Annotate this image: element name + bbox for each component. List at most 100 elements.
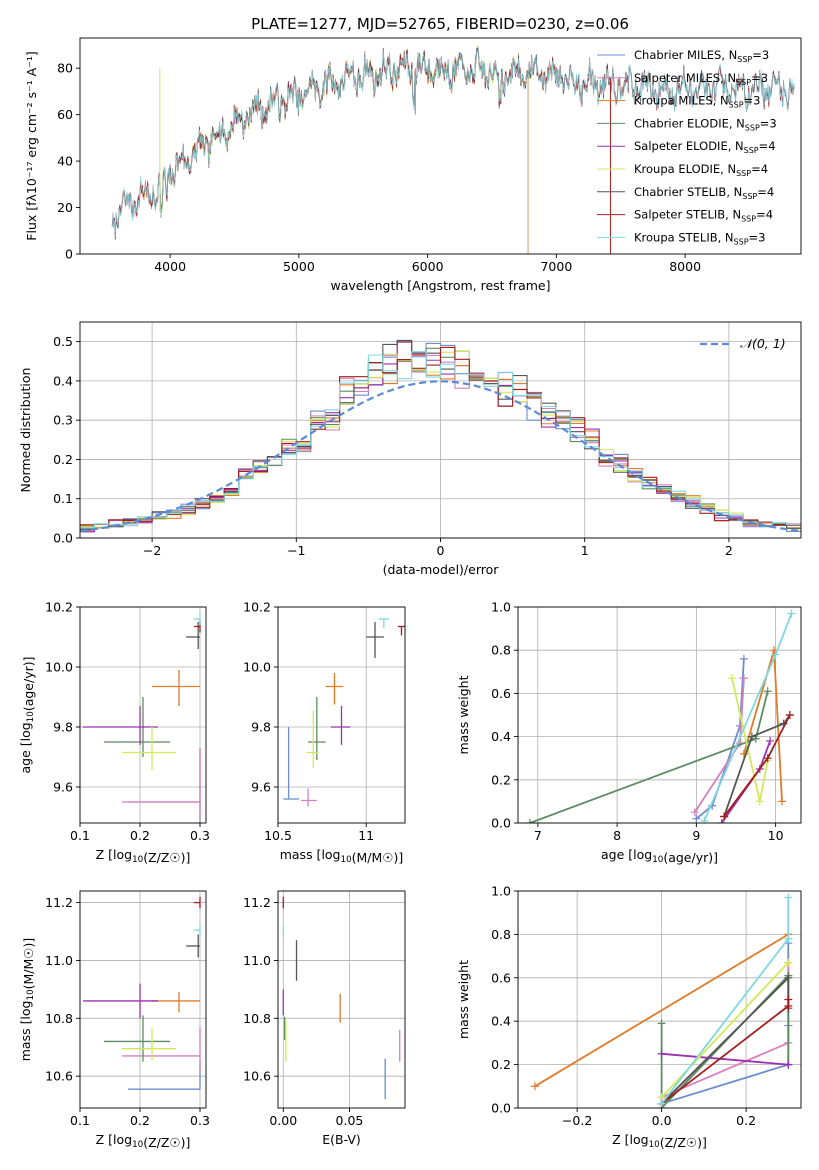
axes-frame — [79, 890, 207, 1109]
y-axis-label: age [log10(age/yr)] — [18, 656, 36, 773]
errorbar-salpeter-elodie — [83, 706, 158, 745]
y-tick-label: 10.8 — [45, 1011, 73, 1026]
y-tick-label: 0.1 — [53, 491, 73, 506]
series-marker — [728, 674, 737, 683]
y-tick-label: 0.0 — [53, 531, 73, 546]
histogram-chabrier-miles — [80, 341, 801, 533]
y-tick-label: 9.8 — [251, 720, 271, 735]
y-axis-label: mass weight — [456, 675, 471, 754]
plot-area-age-vs-mass — [283, 618, 405, 807]
y-tick-label: 0.2 — [491, 1057, 511, 1072]
x-tick-label: 0.2 — [130, 828, 150, 843]
x-tick-label: 5000 — [283, 259, 315, 274]
x-tick-label: 0 — [437, 543, 445, 558]
series-marker — [717, 819, 726, 823]
y-tick-label: 0.5 — [53, 334, 73, 349]
y-tick-label: 0.8 — [491, 643, 511, 658]
y-tick-label: 10.6 — [45, 1069, 73, 1084]
y-tick-label: 10.2 — [45, 600, 73, 615]
series-marker — [784, 958, 793, 967]
plot-area-mass-weight-vs-z — [530, 893, 793, 1108]
y-axis-label: mass [log10(M/M☉)] — [18, 938, 36, 1062]
y-tick-label: 10.0 — [243, 660, 271, 675]
x-axis-label: wavelength [Angstrom, rest frame] — [330, 278, 550, 293]
series-line — [661, 1052, 789, 1066]
panel-residuals: −2 −1 0 1 2 0.0 0.1 0.2 0.3 0.4 0.5 (data-model)/er… — [18, 321, 802, 577]
series-salpeter-elodie — [657, 1049, 793, 1069]
series-marker — [763, 687, 772, 696]
series-marker — [747, 732, 756, 741]
y-tick-label: 20 — [57, 200, 73, 215]
x-axis-label: Z [log10(Z/Z☉)] — [612, 1132, 707, 1150]
errorbar-kroupa-stelib — [194, 924, 201, 936]
errorbar-chabrier-miles — [283, 727, 300, 800]
legend-entry: 𝒩(0, 1) — [740, 336, 786, 351]
series-marker — [739, 674, 748, 683]
series-marker — [777, 797, 786, 806]
series-kroupa-stelib — [657, 893, 793, 1108]
series-marker — [766, 736, 775, 745]
x-axis-label: age [log10(age/yr)] — [601, 847, 718, 865]
plot-area-age-vs-z — [83, 613, 201, 823]
x-tick-label: 0.3 — [190, 1113, 210, 1128]
panels: 4000 5000 6000 7000 8000020406080wavelength … — [18, 37, 802, 1150]
plot-area-spectrum — [111, 44, 795, 254]
errorbar-kroupa-elodie — [122, 727, 176, 771]
errorbar-salpeter-stelib — [194, 896, 201, 909]
panel-mass-vs-z: 0.1 0.2 0.3 10.6 10.8 11.0 11.2 Z [log10(Z/Z☉)]… — [18, 890, 210, 1150]
errorbar-salpeter-miles — [300, 788, 317, 807]
errorbar-chabrier-elodie — [307, 697, 326, 760]
x-tick-label: 8 — [613, 828, 621, 843]
series-marker — [657, 1049, 666, 1058]
y-tick-label: 11.2 — [243, 895, 271, 910]
y-tick-label: 0.0 — [491, 816, 511, 831]
series-salpeter-stelib — [720, 711, 794, 821]
y-tick-label: 0.0 — [491, 1101, 511, 1116]
x-tick-label: −1 — [287, 543, 305, 558]
y-tick-label: 11.2 — [45, 895, 73, 910]
y-tick-label: 0 — [65, 247, 73, 262]
plot-area-mass-weight-vs-age — [525, 609, 796, 823]
series-marker — [657, 1099, 666, 1108]
panel-age-vs-mass: 10.5 11 9.6 9.8 10.0 10.2 mass [log10(M/M☉)] — [243, 600, 406, 865]
errorbar-salpeter-stelib — [397, 625, 405, 636]
x-axis-label: E(B-V) — [322, 1132, 361, 1147]
y-tick-label: 1.0 — [491, 884, 511, 899]
errorbar-kroupa-elodie — [306, 710, 319, 768]
errorbar-kroupa-stelib — [378, 618, 390, 628]
x-tick-label: 0.1 — [70, 1113, 90, 1128]
x-tick-label: −2 — [143, 543, 161, 558]
series-kroupa-stelib — [700, 609, 796, 823]
series-marker — [739, 654, 748, 663]
errorbar-kroupa-miles — [152, 670, 200, 706]
panel-age-vs-z: 0.1 0.2 0.3 9.6 9.8 10.0 10.2 Z [log10(Z/Z☉)] ag… — [18, 600, 210, 866]
errorbar-chabrier-elodie — [104, 1015, 170, 1062]
histogram-kroupa-stelib — [80, 351, 801, 529]
y-tick-label: 11.0 — [243, 953, 271, 968]
series-marker — [771, 650, 780, 659]
x-tick-label: −0.2 — [562, 1113, 592, 1128]
axes-frame — [79, 37, 802, 255]
legend-entry: Salpeter MILES, NSSP=3 — [634, 71, 768, 87]
x-tick-label: 6000 — [412, 259, 444, 274]
series-marker — [763, 754, 772, 763]
x-axis-label: Z [log10(Z/Z☉)] — [96, 1132, 191, 1150]
series-marker — [784, 973, 793, 982]
legend-entry: Kroupa MILES, NSSP=3 — [634, 94, 760, 110]
y-axis-label: mass weight — [456, 960, 471, 1039]
panel-mass-weight-vs-z: −0.2 0.0 0.2 0.0 0.2 0.4 0.6 0.8 1.0 Z [log10(Z/Z… — [456, 884, 802, 1150]
errorbar-chabrier-stelib — [186, 934, 200, 958]
x-axis-label: (data-model)/error — [383, 562, 500, 577]
y-tick-label: 0.4 — [53, 373, 73, 388]
y-tick-label: 0.6 — [491, 970, 511, 985]
normal-curve — [80, 380, 801, 533]
x-tick-label: 0.3 — [190, 828, 210, 843]
y-tick-label: 0.8 — [491, 927, 511, 942]
y-tick-label: 10.0 — [45, 660, 73, 675]
plot-area-residuals — [80, 339, 801, 533]
y-tick-label: 11.0 — [45, 953, 73, 968]
x-tick-label: 0.2 — [130, 1113, 150, 1128]
axes-frame — [79, 606, 207, 824]
y-tick-label: 0.3 — [53, 413, 73, 428]
